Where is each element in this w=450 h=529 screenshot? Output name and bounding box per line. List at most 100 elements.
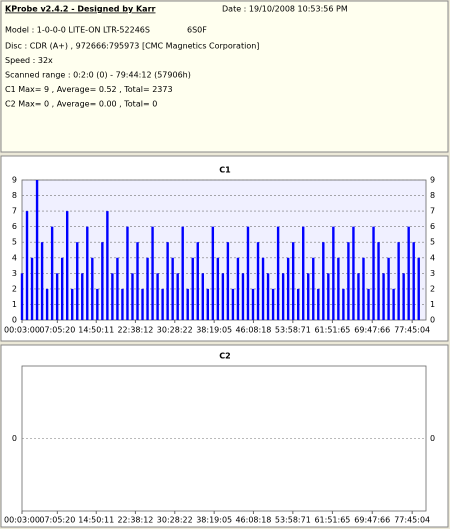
bar <box>337 257 340 320</box>
y2-tick-label: 1 <box>430 300 435 309</box>
x-tick-label: 22:38:12 <box>117 326 153 335</box>
info-line: Disc : CDR (A+) , 972666:795973 [CMC Mag… <box>5 42 259 51</box>
bar <box>106 211 109 320</box>
y2-tick-label: 2 <box>430 284 435 293</box>
bar <box>392 288 395 320</box>
bar <box>86 226 89 320</box>
bar <box>236 257 240 320</box>
drive-model: Model : 1-0-0-0 LITE-ON LTR-52246S <box>5 26 150 35</box>
bar <box>146 257 149 320</box>
bar <box>35 180 39 320</box>
y-tick-label: 0 <box>12 434 17 443</box>
y-tick-label: 4 <box>12 253 17 262</box>
bar <box>256 242 260 320</box>
x-tick-label: 14:50:11 <box>78 326 114 335</box>
bar <box>387 257 390 320</box>
chart-title: C2 <box>219 352 230 361</box>
bar <box>81 273 84 320</box>
bar <box>71 288 74 320</box>
bar <box>211 226 215 320</box>
bar <box>96 288 99 320</box>
bar <box>55 273 59 320</box>
bar <box>191 257 194 320</box>
bar <box>251 288 255 320</box>
bar <box>231 288 235 320</box>
bar <box>261 257 265 320</box>
bar <box>76 242 79 320</box>
bar <box>352 226 355 320</box>
x-tick-label: 53:58:71 <box>275 326 311 335</box>
x-tick-label: 07:05:20 <box>39 326 75 335</box>
bar <box>171 257 174 320</box>
y2-tick-label: 8 <box>430 191 435 200</box>
bar <box>141 288 144 320</box>
chart-title: C1 <box>219 166 231 175</box>
bar <box>25 211 29 320</box>
bar <box>50 226 54 320</box>
bar <box>151 226 154 320</box>
bar <box>216 257 220 320</box>
bar <box>412 242 415 320</box>
y2-tick-label: 5 <box>430 238 435 247</box>
y-tick-label: 6 <box>12 222 17 231</box>
bar <box>126 226 129 320</box>
bar <box>307 273 310 320</box>
bar <box>271 288 275 320</box>
bar <box>166 242 169 320</box>
info-lines: Disc : CDR (A+) , 972666:795973 [CMC Mag… <box>5 42 259 109</box>
bar <box>246 226 250 320</box>
drive-firmware: 6S0F <box>187 26 207 35</box>
y2-tick-label: 0 <box>430 434 435 443</box>
bar <box>156 273 159 320</box>
x-tick-label: 69:47:66 <box>354 326 390 335</box>
bar <box>121 288 124 320</box>
scan-date: Date : 19/10/2008 10:53:56 PM <box>222 5 348 14</box>
bar <box>342 288 345 320</box>
y2-tick-label: 4 <box>430 253 435 262</box>
bar <box>407 226 410 320</box>
bar <box>226 242 230 320</box>
info-line: C2 Max= 0 , Average= 0.00 , Total= 0 <box>5 100 157 109</box>
bar <box>291 242 295 320</box>
y-tick-label: 2 <box>12 284 17 293</box>
bar <box>276 226 280 320</box>
x-tick-label: 22:38:12 <box>117 516 153 525</box>
bar <box>181 226 184 320</box>
app-title: KProbe v2.4.2 - Designed by Karr <box>5 5 156 14</box>
y-tick-label: 9 <box>12 176 17 185</box>
y-tick-label: 1 <box>12 300 17 309</box>
y-tick-label: 8 <box>12 191 17 200</box>
bar <box>317 288 320 320</box>
x-tick-label: 07:05:20 <box>39 516 75 525</box>
bar <box>357 273 360 320</box>
bar <box>296 288 300 320</box>
x-tick-label: 61:51:65 <box>314 326 350 335</box>
bar <box>372 226 375 320</box>
bar <box>382 273 385 320</box>
bar <box>367 288 370 320</box>
bar <box>136 242 139 320</box>
x-tick-label: 00:03:00 <box>4 516 40 525</box>
bar <box>186 288 189 320</box>
x-tick-label: 30:28:22 <box>157 516 193 525</box>
bar <box>40 242 44 320</box>
bar <box>111 273 114 320</box>
bar <box>377 242 380 320</box>
bar <box>312 257 315 320</box>
x-tick-label: 69:47:66 <box>354 516 390 525</box>
bar <box>30 257 34 320</box>
bar <box>45 288 49 320</box>
x-tick-label: 38:19:05 <box>196 516 232 525</box>
info-panel <box>0 0 449 153</box>
y2-tick-label: 0 <box>430 316 435 325</box>
y2-tick-label: 3 <box>430 269 435 278</box>
x-tick-label: 77:45:04 <box>394 516 430 525</box>
bar <box>322 242 325 320</box>
bar <box>91 257 94 320</box>
x-tick-label: 14:50:11 <box>78 516 114 525</box>
bar <box>101 242 104 320</box>
y-tick-label: 3 <box>12 269 17 278</box>
x-tick-label: 38:19:05 <box>196 326 232 335</box>
bar <box>266 273 270 320</box>
